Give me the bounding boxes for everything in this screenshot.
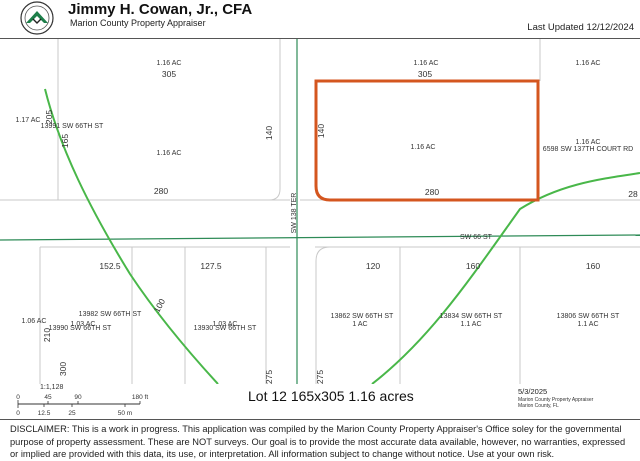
scale-tick-m: 50 m — [118, 410, 132, 417]
scale-ratio: 1:1,128 — [40, 384, 64, 391]
scale-tick-m: 25 — [68, 410, 76, 417]
lot-caption: Lot 12 165x305 1.16 acres — [248, 388, 414, 404]
disclaimer-text: DISCLAIMER: This is a work in progress. … — [0, 419, 640, 460]
dimension-label: 100 — [152, 297, 168, 314]
dimension-label: 28 — [628, 189, 638, 199]
acreage-label: 1.17 AC — [16, 117, 41, 124]
dimension-label: 300 — [58, 362, 68, 376]
dimension-label: 210 — [42, 328, 52, 342]
acreage-label: 1.16 AC — [414, 60, 439, 67]
dimension-label: 280 — [154, 186, 168, 196]
street-label-sw-138-ter: SW 138 TER — [291, 193, 298, 234]
dimension-label: 275 — [315, 370, 325, 384]
acreage-label: 1.16 AC — [576, 139, 601, 146]
scale-tick-ft: 0 — [16, 394, 20, 401]
acreage-label: 1.16 AC — [157, 60, 182, 67]
acreage-label: 1.16 AC — [157, 150, 182, 157]
dimension-label: 205 — [44, 110, 54, 124]
parcel-lines — [0, 39, 640, 384]
acreage-label: 1.03 AC — [71, 321, 96, 328]
appraiser-subtitle: Marion County Property Appraiser — [70, 18, 206, 28]
credit-line: Marion County Property Appraiser — [518, 397, 594, 403]
map-date: 5/3/2025 — [518, 387, 548, 396]
scale-tick-m: 0 — [16, 410, 20, 417]
dimension-label: 140 — [264, 126, 274, 140]
address-label: 13991 SW 66TH ST — [41, 123, 104, 130]
dimension-label: 120 — [366, 261, 380, 271]
dimension-label: 305 — [162, 69, 176, 79]
green-route-line — [44, 88, 219, 384]
dimension-label: 160 — [586, 261, 600, 271]
parcel-map[interactable]: 1.16 AC 1.16 AC 1.16 AC 1.17 AC 1.16 AC … — [0, 39, 640, 384]
acreage-label: 1.16 AC — [576, 60, 601, 67]
acreage-label: 1.06 AC — [22, 318, 47, 325]
dimension-label: 127.5 — [200, 261, 222, 271]
appraiser-title: Jimmy H. Cowan, Jr., CFA — [68, 1, 253, 18]
scale-bar: 0 45 90 180 ft 0 12.5 25 50 m — [16, 394, 148, 417]
dimension-label: 140 — [316, 124, 326, 138]
acreage-label: 1.16 AC — [411, 144, 436, 151]
acreage-label: 1 AC — [352, 321, 367, 328]
address-label: 13982 SW 66TH ST — [79, 311, 142, 318]
dimension-label: 160 — [466, 261, 480, 271]
scale-tick-ft: 45 — [44, 394, 52, 401]
credit-line: Marion County, FL — [518, 403, 559, 409]
scale-tick-ft: 180 ft — [132, 394, 148, 401]
address-label: 13862 SW 66TH ST — [331, 313, 394, 320]
address-label: 13806 SW 66TH ST — [557, 313, 620, 320]
county-seal-logo — [20, 1, 54, 35]
last-updated-label: Last Updated 12/12/2024 — [527, 22, 634, 33]
acreage-label: 1.1 AC — [460, 321, 481, 328]
green-route-line-2 — [371, 172, 640, 384]
road-lines — [0, 39, 640, 384]
highlighted-parcel-outline[interactable] — [314, 79, 540, 202]
acreage-label: 1.03 AC — [213, 321, 238, 328]
dimension-label: 305 — [418, 69, 432, 79]
address-label: 13834 SW 66TH ST — [440, 313, 503, 320]
dimension-label: 165 — [60, 134, 70, 148]
dimension-label: 275 — [264, 370, 274, 384]
street-label-sw-66-st: SW 66 ST — [460, 234, 493, 241]
dimension-label: 280 — [425, 187, 439, 197]
scale-tick-ft: 90 — [74, 394, 82, 401]
dimension-label: 152.5 — [99, 261, 121, 271]
header-bar — [0, 0, 640, 39]
acreage-label: 1.1 AC — [577, 321, 598, 328]
address-label: 13990 SW 66TH ST — [49, 325, 112, 332]
address-label: 6598 SW 137TH COURT RD — [543, 146, 633, 153]
scale-tick-m: 12.5 — [38, 410, 51, 417]
address-label: 13930 SW 66TH ST — [194, 325, 257, 332]
